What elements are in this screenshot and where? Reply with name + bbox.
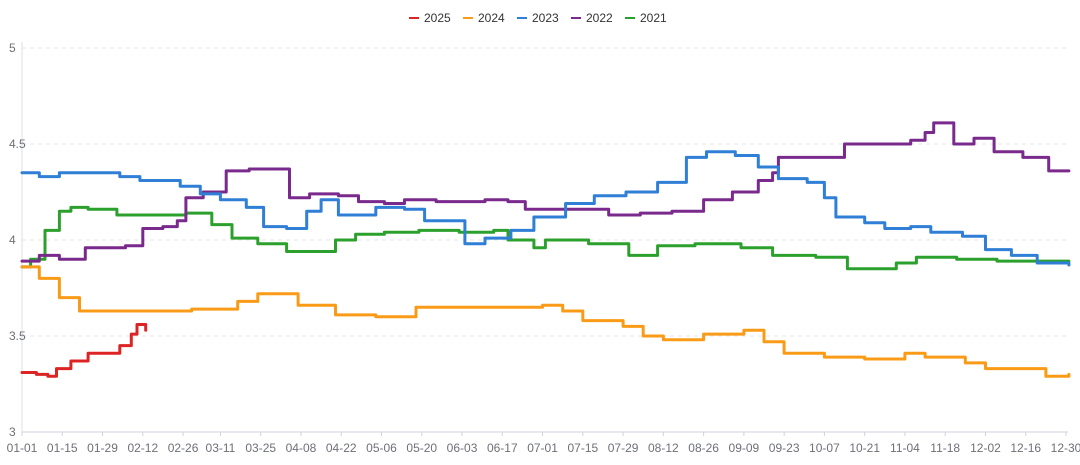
x-tick-label: 01-01 [7, 441, 38, 455]
x-tick-label: 07-29 [608, 441, 639, 455]
x-tick-label: 12-16 [1010, 441, 1041, 455]
x-tick-label: 07-01 [527, 441, 558, 455]
series-line-2021 [20, 205, 1071, 271]
x-tick-label: 04-22 [326, 441, 357, 455]
x-tick-label: 11-18 [930, 441, 960, 455]
series-line-2025 [20, 323, 148, 378]
legend[interactable]: 2025 2024 2023 2022 2021 [409, 11, 667, 25]
x-tick-labels: 01-01 01-15 01-29 02-12 02-26 03-11 03-25 04-08… [7, 441, 1080, 455]
x-tick-label: 01-15 [47, 441, 78, 455]
series-lines [20, 121, 1071, 378]
y-tick-labels: 3 3.5 4 4.5 5 [9, 41, 26, 439]
x-tick-label: 11-04 [890, 441, 920, 455]
y-tick-label: 4 [9, 233, 16, 247]
x-tick-label: 06-17 [487, 441, 518, 455]
x-tick-label: 06-03 [447, 441, 478, 455]
x-tick-label: 03-25 [245, 441, 276, 455]
x-tick-label: 04-08 [286, 441, 317, 455]
y-tick-label: 5 [9, 41, 16, 55]
x-tick-label: 12-02 [970, 441, 1001, 455]
series-line-2024 [20, 265, 1071, 378]
x-tick-label: 09-23 [769, 441, 800, 455]
x-tick-label: 08-12 [648, 441, 679, 455]
x-tick-label: 03-11 [206, 441, 236, 455]
x-tick-label: 10-21 [849, 441, 880, 455]
grid-lines [22, 47, 1068, 337]
series-line-2022 [20, 121, 1071, 263]
x-tick-label: 02-26 [168, 441, 199, 455]
legend-item-2025[interactable]: 2025 [409, 11, 451, 25]
x-tick-label: 02-12 [127, 441, 158, 455]
legend-label: 2025 [424, 11, 451, 25]
y-tick-label: 4.5 [9, 137, 26, 151]
x-tick-label: 05-06 [366, 441, 397, 455]
legend-item-2023[interactable]: 2023 [517, 11, 559, 25]
legend-label: 2024 [478, 11, 505, 25]
series-line-2023 [20, 150, 1071, 267]
x-tick-label: 09-09 [729, 441, 760, 455]
x-tick-label: 07-15 [567, 441, 598, 455]
legend-label: 2023 [532, 11, 559, 25]
legend-item-2024[interactable]: 2024 [463, 11, 505, 25]
legend-item-2021[interactable]: 2021 [625, 11, 667, 25]
x-tick-marks [21, 432, 1067, 436]
legend-label: 2022 [586, 11, 613, 25]
y-tick-label: 3.5 [9, 329, 26, 343]
x-tick-label: 08-26 [688, 441, 719, 455]
x-tick-label: 12-30 [1051, 441, 1080, 455]
legend-item-2022[interactable]: 2022 [571, 11, 613, 25]
legend-label: 2021 [640, 11, 667, 25]
x-tick-label: 10-07 [809, 441, 840, 455]
x-tick-label: 05-20 [406, 441, 437, 455]
y-tick-label: 3 [9, 425, 16, 439]
x-tick-label: 01-29 [87, 441, 118, 455]
